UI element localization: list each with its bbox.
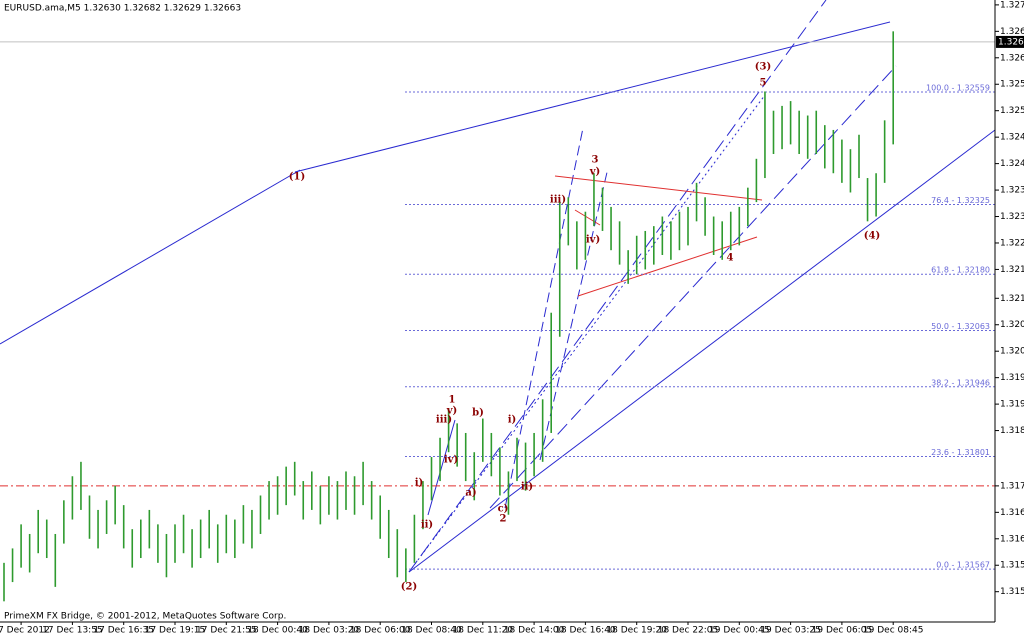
dashed-line [504,127,584,509]
wave-label: (3) [755,62,771,73]
x-tick-label: 17 Dec 19:15 [145,626,206,636]
fib-label: 0.0 - 1.31567 [936,561,990,570]
y-tick-label: 1.32575 [1000,80,1024,90]
wave-label: i) [508,415,517,426]
wave-label: a) [465,488,476,499]
x-tick-label: 17 Dec 2012 [0,626,50,636]
plot-layer: 100.0 - 1.32559 76.4 - 1.32325 61.8 - 1.32… [0,31,995,602]
y-tick-label: 1.32075 [1000,320,1024,330]
wave-label: b) [472,408,484,419]
wave-label: c) [498,504,509,515]
fib-label: 38.2 - 1.31946 [931,378,990,387]
y-tick-label: 1.31965 [1000,373,1024,383]
footer: PrimeXM FX Bridge, © 2001-2012, MetaQuot… [4,612,286,622]
x-tick-label: 18 Dec 22:05 [658,626,719,636]
x-tick-label: 19 Dec 03:25 [760,626,821,636]
y-tick-label: 1.31855 [1000,426,1024,436]
y-tick-label: 1.32685 [1000,27,1024,37]
wave-label: iii) [550,195,566,206]
wave-label: 1 [449,395,456,406]
triangle-upper [554,175,763,201]
y-tick-label: 1.32465 [1000,133,1024,143]
fib-label: 100.0 - 1.32559 [926,83,990,92]
wave-label: ii) [421,520,433,531]
triangle [554,175,763,297]
x-tick-label: 18 Dec 00:40 [247,626,308,636]
x-tick-label: 18 Dec 06:00 [350,626,411,636]
y-tick-label: 1.32740 [1000,0,1024,10]
y-tick-label: 1.31685 [1000,508,1024,518]
x-tick-label: 19 Dec 06:05 [812,626,873,636]
chart-title: EURUSD.ama,M5 1.32630 1.32682 1.32629 1.… [4,4,241,14]
x-tick-label: 18 Dec 08:40 [401,626,462,636]
triangle-lower [577,236,758,297]
x-tick-label: 19 Dec 00:45 [709,626,770,636]
y-tick-label: 1.31575 [1000,561,1024,571]
wave-label: iv) [444,455,458,466]
channel-upper-ext [0,169,301,345]
y-tick-label: 1.32355 [1000,186,1024,196]
y-tick-label: 1.31520 [1000,587,1024,597]
wave-label: v) [589,167,601,178]
y-tick-label: 1.32020 [1000,347,1024,357]
y-tick-label: 1.31910 [1000,400,1024,410]
x-tick-label: 17 Dec 13:55 [42,626,103,636]
wave-label: (2) [401,582,417,593]
x-tick-label: 17 Dec 21:55 [196,626,257,636]
wave-label: (4) [864,231,880,242]
y-tick-label: 1.32130 [1000,294,1024,304]
x-tick-label: 18 Dec 19:20 [606,626,667,636]
wave-label: iii) [436,415,452,426]
wave-label: i) [415,478,424,489]
y-tick-label: 1.32520 [1000,106,1024,116]
current-price-label: 1.32663 [998,37,1024,47]
fib-label: 23.6 - 1.31801 [931,448,990,457]
y-tick-label: 1.32410 [1000,159,1024,169]
wave-label: iv) [586,235,600,246]
x-tick-label: 19 Dec 08:45 [863,626,924,636]
wave-line [427,419,456,516]
wave-label: ii) [521,482,533,493]
dashed-line [489,65,897,509]
fib-label: 61.8 - 1.32180 [931,266,990,275]
fib-label: 76.4 - 1.32325 [931,196,990,205]
y-tick-label: 1.31740 [1000,481,1024,491]
wave-label: 2 [500,514,507,525]
y-tick-label: 1.32300 [1000,212,1024,222]
y-tick-label: 1.32245 [1000,238,1024,248]
wave-label: (1) [289,172,305,183]
x-tick-label: 18 Dec 14:00 [504,626,565,636]
wave-label: 3 [592,155,599,166]
y-tick-label: 1.32190 [1000,265,1024,275]
x-tick-label: 18 Dec 11:20 [453,626,514,636]
x-tick-label: 18 Dec 16:40 [555,626,616,636]
current-price-box [996,35,1024,48]
x-tick-label: 18 Dec 03:20 [299,626,360,636]
wave-label: 4 [727,253,734,264]
x-tick-label: 17 Dec 16:35 [93,626,154,636]
wave-label: v) [446,406,458,417]
fib-label: 50.0 - 1.32063 [931,322,990,331]
wave-label: 5 [760,78,767,89]
triangle-inner [574,209,601,226]
channel-upper [294,21,891,173]
y-tick-label: 1.32630 [1000,53,1024,63]
y-tick-label: 1.31630 [1000,534,1024,544]
dotted-line [408,94,766,573]
dashed-line [408,0,827,573]
